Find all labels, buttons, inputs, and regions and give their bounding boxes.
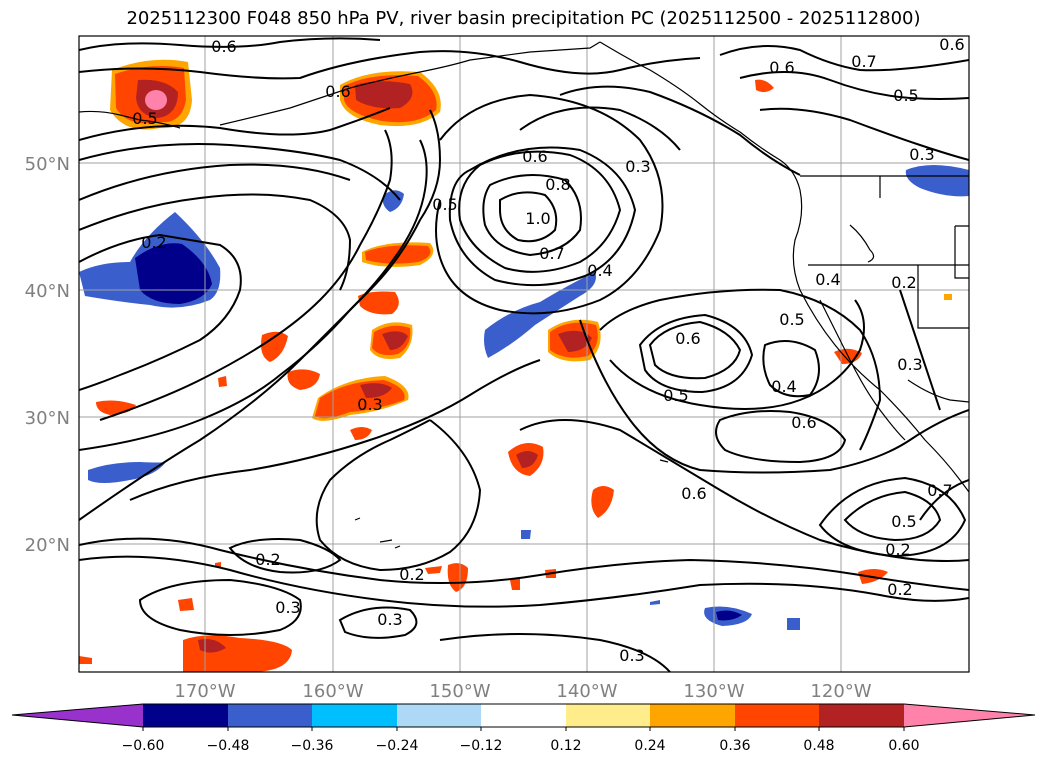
colorbar-bin bbox=[735, 704, 819, 727]
contour-label: 0.3 bbox=[357, 395, 382, 414]
colorbar-tick-label: −0.24 bbox=[376, 738, 419, 754]
contour-label: 0.2 bbox=[141, 233, 166, 252]
colorbar-tick-label: 0.48 bbox=[803, 738, 834, 754]
colorbar-bin bbox=[819, 704, 904, 727]
precip-blob-negative bbox=[905, 165, 969, 197]
lon-label: 150°W bbox=[429, 681, 490, 702]
precip-blob-negative bbox=[484, 272, 596, 358]
lon-labels: 170°W 160°W 150°W 140°W 130°W 120°W bbox=[174, 681, 871, 702]
contour-label: 0.5 bbox=[893, 86, 918, 105]
graticule bbox=[79, 36, 969, 672]
colorbar-tick-label: 0.36 bbox=[719, 738, 750, 754]
map-frame bbox=[78, 35, 970, 673]
precip-blob-positive bbox=[350, 427, 372, 440]
contour-label: 0.5 bbox=[432, 195, 457, 214]
precip-blob-positive bbox=[591, 486, 614, 518]
contour-label: 0.3 bbox=[377, 610, 402, 629]
colorbar-bin bbox=[566, 704, 650, 727]
contour-label: 0.2 bbox=[891, 273, 916, 292]
contour-label: 0.6 bbox=[325, 82, 350, 101]
contour-label: 0.7 bbox=[539, 244, 564, 263]
precip-blob-negative bbox=[88, 462, 166, 483]
contour-label: 0.5 bbox=[779, 310, 804, 329]
colorbar-extend-low bbox=[12, 704, 143, 727]
contour-label: 0.6 bbox=[522, 147, 547, 166]
colorbar-bin bbox=[397, 704, 481, 727]
contour-labels: 0.6 0.6 0.6 0.7 0.5 0.5 0.3 0.6 0.8 1.0 … bbox=[132, 35, 964, 665]
colorbar-extend-high bbox=[904, 704, 1035, 727]
colorbar-bin bbox=[481, 704, 566, 727]
contour-label: 0.6 bbox=[769, 58, 794, 77]
colorbar-tick-label: −0.48 bbox=[207, 738, 250, 754]
contour-label: 0.6 bbox=[939, 35, 964, 54]
pv-contours bbox=[79, 37, 969, 672]
colorbar-tick-label: −0.60 bbox=[122, 738, 165, 754]
contour-label: 0.4 bbox=[771, 377, 796, 396]
contour-label: 0.4 bbox=[815, 270, 840, 289]
contour-label: 0.3 bbox=[897, 355, 922, 374]
contour-label: 0.7 bbox=[851, 52, 876, 71]
contour-label: 0.2 bbox=[255, 550, 280, 569]
colorbar-tick-label: 0.12 bbox=[550, 738, 581, 754]
contour-label: 0.4 bbox=[587, 261, 612, 280]
lon-label: 160°W bbox=[302, 681, 363, 702]
contour-label: 0.3 bbox=[619, 646, 644, 665]
contour-label: 0.8 bbox=[545, 175, 570, 194]
lat-label: 20°N bbox=[25, 535, 70, 556]
contour-label: 0.6 bbox=[675, 329, 700, 348]
contour-label: 0.2 bbox=[399, 565, 424, 584]
lat-label: 40°N bbox=[25, 281, 70, 302]
lon-label: 140°W bbox=[556, 681, 617, 702]
coastlines bbox=[79, 41, 969, 549]
precip-blob-positive bbox=[755, 79, 774, 93]
precip-blob-positive bbox=[447, 563, 468, 592]
precip-blob-negative bbox=[382, 190, 404, 212]
figure-title: 2025112300 F048 850 hPa PV, river basin … bbox=[126, 8, 921, 29]
precip-shading bbox=[79, 59, 969, 672]
contour-label: 1.0 bbox=[525, 209, 550, 228]
contour-label: 0.3 bbox=[275, 598, 300, 617]
colorbar-tick-label: −0.36 bbox=[291, 738, 334, 754]
contour-label: 0.2 bbox=[885, 540, 910, 559]
contour-label: 0.6 bbox=[211, 37, 236, 56]
contour-label: 0.3 bbox=[625, 157, 650, 176]
colorbar: −0.60 −0.48 −0.36 −0.24 −0.12 0.12 0.24 … bbox=[11, 703, 1036, 754]
colorbar-tick-label: −0.12 bbox=[460, 738, 503, 754]
lat-label: 50°N bbox=[25, 154, 70, 175]
colorbar-bin bbox=[143, 704, 228, 727]
contour-label: 0.6 bbox=[681, 484, 706, 503]
lon-label: 120°W bbox=[810, 681, 871, 702]
contour-label: 0.5 bbox=[663, 386, 688, 405]
colorbar-bin bbox=[650, 704, 735, 727]
contour-label: 0.3 bbox=[909, 145, 934, 164]
contour-label: 0.2 bbox=[887, 580, 912, 599]
contour-label: 0.7 bbox=[927, 481, 952, 500]
contour-label: 0.5 bbox=[132, 109, 157, 128]
precip-blob-positive bbox=[358, 291, 399, 315]
precip-blob-positive bbox=[340, 71, 441, 127]
colorbar-tick-label: 0.24 bbox=[634, 738, 665, 754]
colorbar-bin bbox=[228, 704, 312, 727]
precip-blob-positive bbox=[110, 59, 192, 130]
colorbar-bin bbox=[312, 704, 397, 727]
precip-blob-positive bbox=[287, 369, 320, 390]
colorbar-tick-label: 0.60 bbox=[888, 738, 919, 754]
contour-label: 0.5 bbox=[891, 512, 916, 531]
lon-label: 170°W bbox=[174, 681, 235, 702]
lat-labels: 50°N 40°N 30°N 20°N bbox=[25, 154, 70, 556]
lon-label: 130°W bbox=[683, 681, 744, 702]
precip-blob-positive bbox=[261, 331, 288, 362]
contour-label: 0.6 bbox=[791, 413, 816, 432]
lat-label: 30°N bbox=[25, 408, 70, 429]
precip-blob-negative bbox=[79, 212, 221, 308]
precip-blob-positive bbox=[96, 400, 136, 415]
